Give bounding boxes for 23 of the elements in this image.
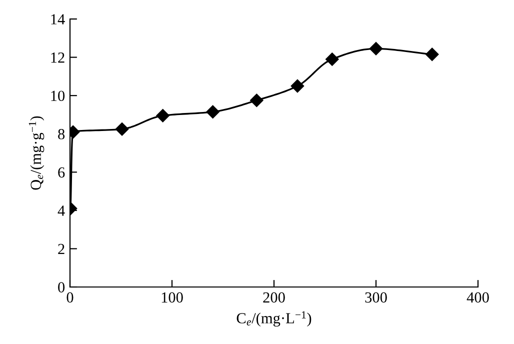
x-tick-label: 300 <box>365 292 387 303</box>
point <box>115 122 129 136</box>
point <box>326 52 339 66</box>
y-axis-title: Q$_{e}$/(mg·g$^{−1}$) <box>28 116 44 190</box>
x-tick-label: 200 <box>263 292 285 303</box>
y-tick-label: 2 <box>58 244 64 254</box>
point <box>290 79 304 93</box>
y-tick-label: 4 <box>58 206 65 216</box>
y-tick-label: 6 <box>58 167 65 178</box>
y-tick-label: 14 <box>51 14 65 24</box>
point <box>206 105 220 118</box>
point <box>426 48 439 61</box>
x-tick-label: 0 <box>66 292 74 303</box>
y-tick-label: 8 <box>58 129 65 140</box>
x-tick-label: 100 <box>162 292 183 303</box>
x-tick-label: 400 <box>466 292 489 303</box>
point <box>250 94 264 107</box>
point <box>369 42 383 56</box>
y-tick-label: 0 <box>58 282 65 292</box>
y-tick-label: 10 <box>51 90 65 102</box>
point <box>156 109 170 122</box>
y-tick-label: 12 <box>51 52 64 63</box>
x-axis-title: C$_{e}$/(mg·L$^{−1}$) <box>236 311 312 327</box>
